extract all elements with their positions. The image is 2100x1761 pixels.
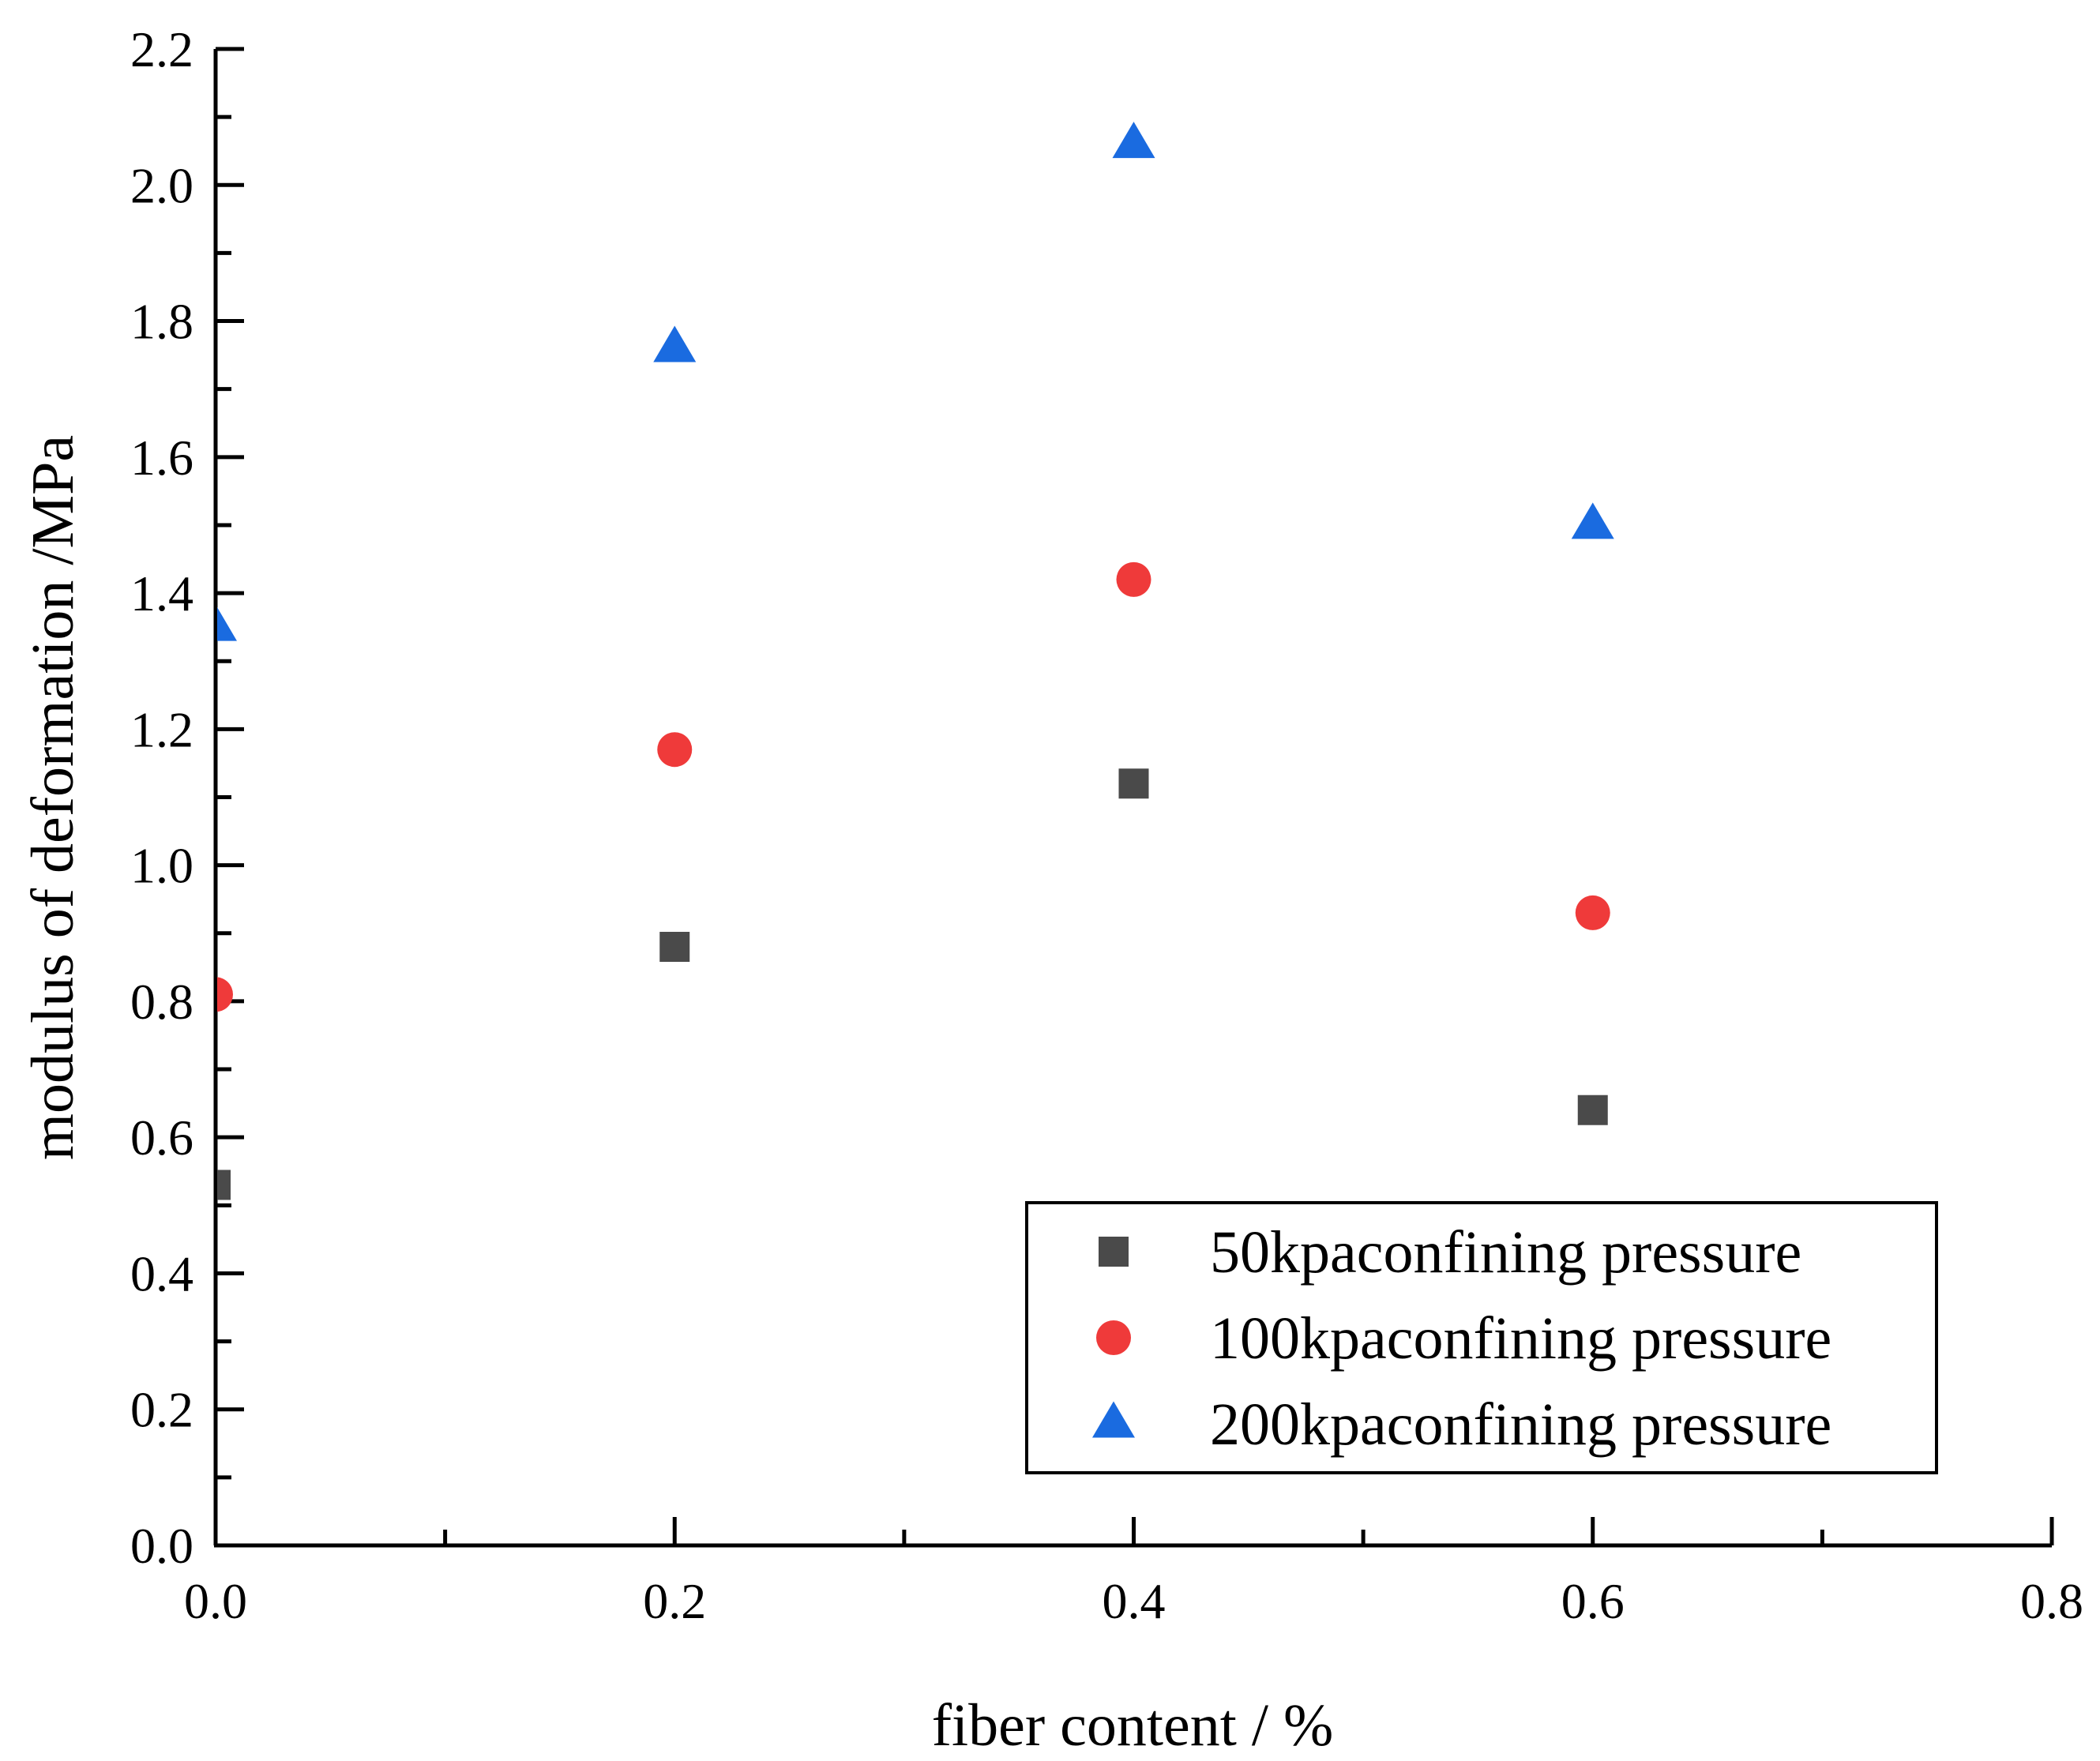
y-tick-label: 0.6	[130, 1110, 193, 1166]
data-point-series-3	[1112, 122, 1155, 159]
legend-marker	[1092, 1401, 1135, 1438]
y-tick-label: 0.0	[130, 1518, 193, 1574]
x-tick-label: 0.4	[1103, 1573, 1166, 1629]
data-point-series-2	[217, 977, 233, 1012]
y-tick-label: 0.4	[130, 1245, 193, 1301]
data-point-series-1	[1577, 1095, 1608, 1125]
data-point-series-2	[1575, 895, 1610, 930]
data-point-series-1	[659, 932, 690, 962]
data-point-series-1	[217, 1170, 231, 1200]
legend-label: 50kpaconfining pressure	[1210, 1219, 1801, 1286]
y-tick-label: 1.2	[130, 701, 193, 757]
x-tick-label: 0.2	[643, 1573, 706, 1629]
x-tick-label: 0.0	[184, 1573, 247, 1629]
data-point-series-2	[657, 732, 693, 768]
y-tick-label: 1.8	[130, 294, 193, 350]
y-tick-label: 0.2	[130, 1382, 193, 1438]
y-tick-label: 2.2	[130, 21, 193, 77]
plot-area: 0.0 0.2 0.4 0.6 0.8 1.0 1.2 1.4 1.6 1.8 2.0 2.2 0.0 0…	[130, 21, 2083, 1629]
x-tick-label: 0.8	[2020, 1573, 2083, 1629]
legend-box	[1025, 1201, 1938, 1474]
y-tick-label: 1.6	[130, 430, 193, 486]
data-point-series-2	[1116, 561, 1151, 597]
data-point-series-1	[1118, 768, 1149, 799]
data-point-series-3	[653, 325, 697, 362]
legend-marker	[1096, 1320, 1131, 1355]
y-axis-title: modulus of deformation /MPa	[20, 435, 86, 1160]
y-tick-label: 2.0	[130, 157, 193, 213]
data-markers	[217, 122, 1614, 1200]
data-point-series-3	[217, 607, 237, 641]
x-axis-title: fiber content / %	[932, 1692, 1334, 1759]
y-tick-label: 0.8	[130, 974, 193, 1030]
legend-label: 100kpaconfining pressure	[1210, 1305, 1831, 1372]
y-tick-label: 1.0	[130, 838, 193, 894]
legend-marker	[1099, 1237, 1129, 1267]
x-tick-label: 0.6	[1561, 1573, 1625, 1629]
y-tick-label: 1.4	[130, 565, 193, 621]
legend: 50kpaconfining pressure 100kpaconfining p…	[1025, 1201, 1938, 1474]
data-point-series-3	[1571, 502, 1614, 539]
legend-label: 200kpaconfining pressure	[1210, 1391, 1831, 1458]
